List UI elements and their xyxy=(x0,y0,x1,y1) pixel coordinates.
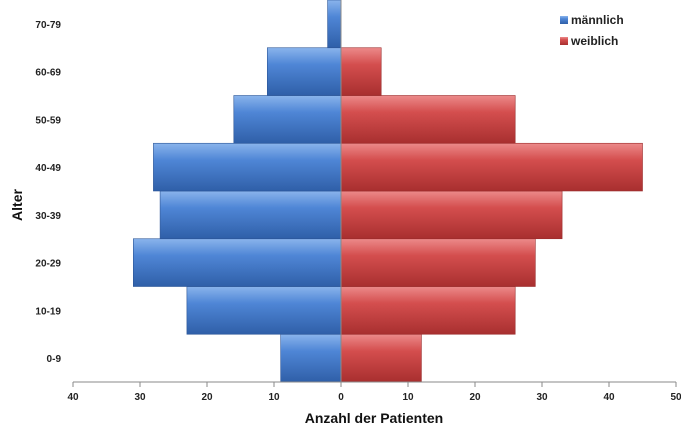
x-axis-title: Anzahl der Patienten xyxy=(305,410,443,425)
y-tick-label: 0-9 xyxy=(47,354,62,365)
x-tick-label: 20 xyxy=(469,392,481,403)
bar-weiblich-20-29 xyxy=(340,238,536,287)
bar-maennlich-30-39 xyxy=(159,190,342,240)
legend-swatch-weiblich xyxy=(560,37,568,45)
y-tick-label: 40-49 xyxy=(35,163,61,174)
y-axis-title: Alter xyxy=(9,189,25,221)
x-tick-label: 0 xyxy=(338,392,344,403)
bar-weiblich-50-59 xyxy=(340,95,516,144)
x-tick-label: 10 xyxy=(268,392,280,403)
bar-weiblich-60-69 xyxy=(340,47,382,96)
bar-weiblich-0-9 xyxy=(340,333,422,383)
y-tick-label: 60-69 xyxy=(35,68,61,79)
legend: männlich weiblich xyxy=(560,13,624,48)
bar-maennlich-50-59 xyxy=(233,95,342,144)
bar-weiblich-40-49 xyxy=(340,142,643,192)
bar-maennlich-70-79 xyxy=(327,0,342,49)
legend-swatch-maennlich xyxy=(560,16,568,24)
x-tick-label: 10 xyxy=(402,392,414,403)
legend-label-maennlich: männlich xyxy=(571,13,624,27)
x-tick-label: 40 xyxy=(603,392,615,403)
legend-label-weiblich: weiblich xyxy=(570,34,618,48)
bars-layer xyxy=(133,0,643,383)
y-tick-label: 70-79 xyxy=(35,20,61,31)
y-tick-label: 30-39 xyxy=(35,211,61,222)
y-tick-label: 10-19 xyxy=(35,306,61,317)
bar-weiblich-30-39 xyxy=(340,190,563,240)
y-tick-label: 20-29 xyxy=(35,259,61,270)
bar-maennlich-20-29 xyxy=(133,238,342,287)
x-axis: 40 30 20 10 0 10 20 30 40 50 xyxy=(67,381,681,403)
x-tick-label: 20 xyxy=(201,392,213,403)
bar-maennlich-40-49 xyxy=(153,142,342,192)
y-axis-category-labels: 0-9 10-19 20-29 30-39 40-49 50-59 60-69 70-79 xyxy=(35,20,61,365)
y-tick-label: 50-59 xyxy=(35,115,61,126)
x-tick-label: 50 xyxy=(670,392,681,403)
x-tick-label: 30 xyxy=(536,392,548,403)
bar-maennlich-10-19 xyxy=(186,286,342,335)
bar-weiblich-10-19 xyxy=(340,286,516,335)
x-tick-label: 30 xyxy=(134,392,146,403)
bar-maennlich-60-69 xyxy=(266,47,342,96)
bar-maennlich-0-9 xyxy=(280,333,342,383)
x-tick-label: 40 xyxy=(67,392,79,403)
